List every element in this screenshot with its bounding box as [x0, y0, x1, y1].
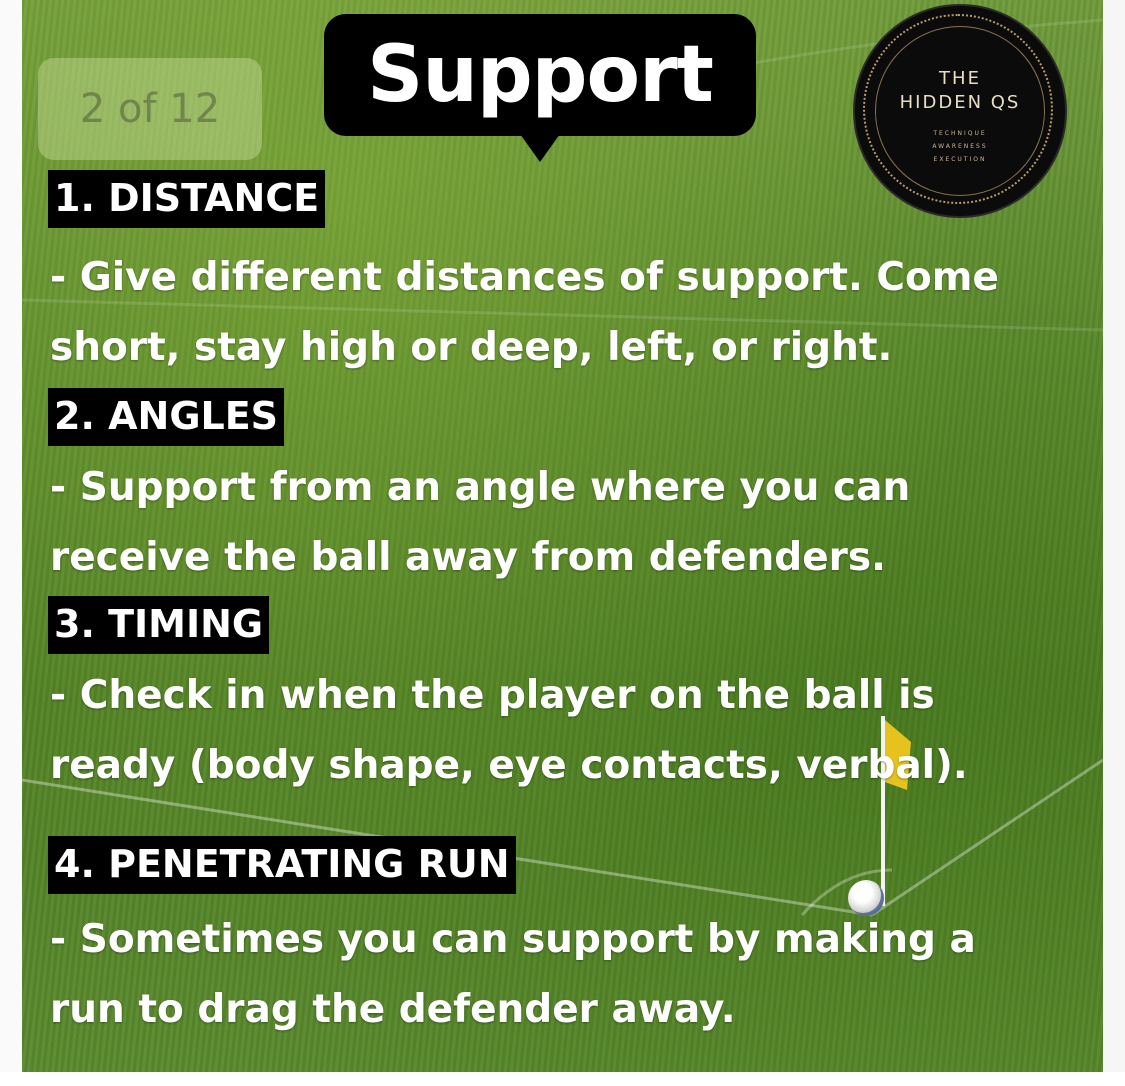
- logo-tag-technique: TECHNIQUE: [933, 130, 987, 137]
- page-title: Support: [367, 30, 714, 120]
- section-heading-angles: 2. ANGLES: [48, 388, 285, 446]
- corner-flag-icon: [881, 716, 911, 906]
- bottom-margin: [0, 1072, 1125, 1086]
- section-heading-timing: 3. TIMING: [48, 596, 270, 654]
- left-margin: [0, 0, 22, 1072]
- logo-inner-ring: [875, 26, 1045, 196]
- logo-outer-ring: [863, 14, 1053, 204]
- section-body-angles: - Support from an angle where you can re…: [50, 465, 911, 580]
- title-speech-bubble: Support: [324, 14, 756, 162]
- right-margin: [1103, 0, 1125, 1072]
- section-body-timing: - Check in when the player on the ball i…: [50, 673, 968, 788]
- logo-tag-awareness: AWARENESS: [932, 143, 988, 150]
- logo-line-1: THE: [939, 68, 981, 89]
- page-indicator: 2 of 12: [38, 58, 262, 160]
- hidden-qs-logo: THE HIDDEN QS TECHNIQUE AWARENESS EXECUT…: [855, 6, 1065, 216]
- page-indicator-text: 2 of 12: [79, 86, 221, 132]
- logo-line-2: HIDDEN QS: [899, 92, 1021, 113]
- logo-tag-execution: EXECUTION: [933, 156, 987, 163]
- section-heading-distance: 1. DISTANCE: [48, 170, 326, 228]
- football-icon: [848, 880, 884, 916]
- section-heading-penetrating-run: 4. PENETRATING RUN: [48, 836, 516, 894]
- section-body-penetrating-run: - Sometimes you can support by making a …: [50, 917, 976, 1032]
- section-body-distance: - Give different distances of support. C…: [50, 255, 999, 370]
